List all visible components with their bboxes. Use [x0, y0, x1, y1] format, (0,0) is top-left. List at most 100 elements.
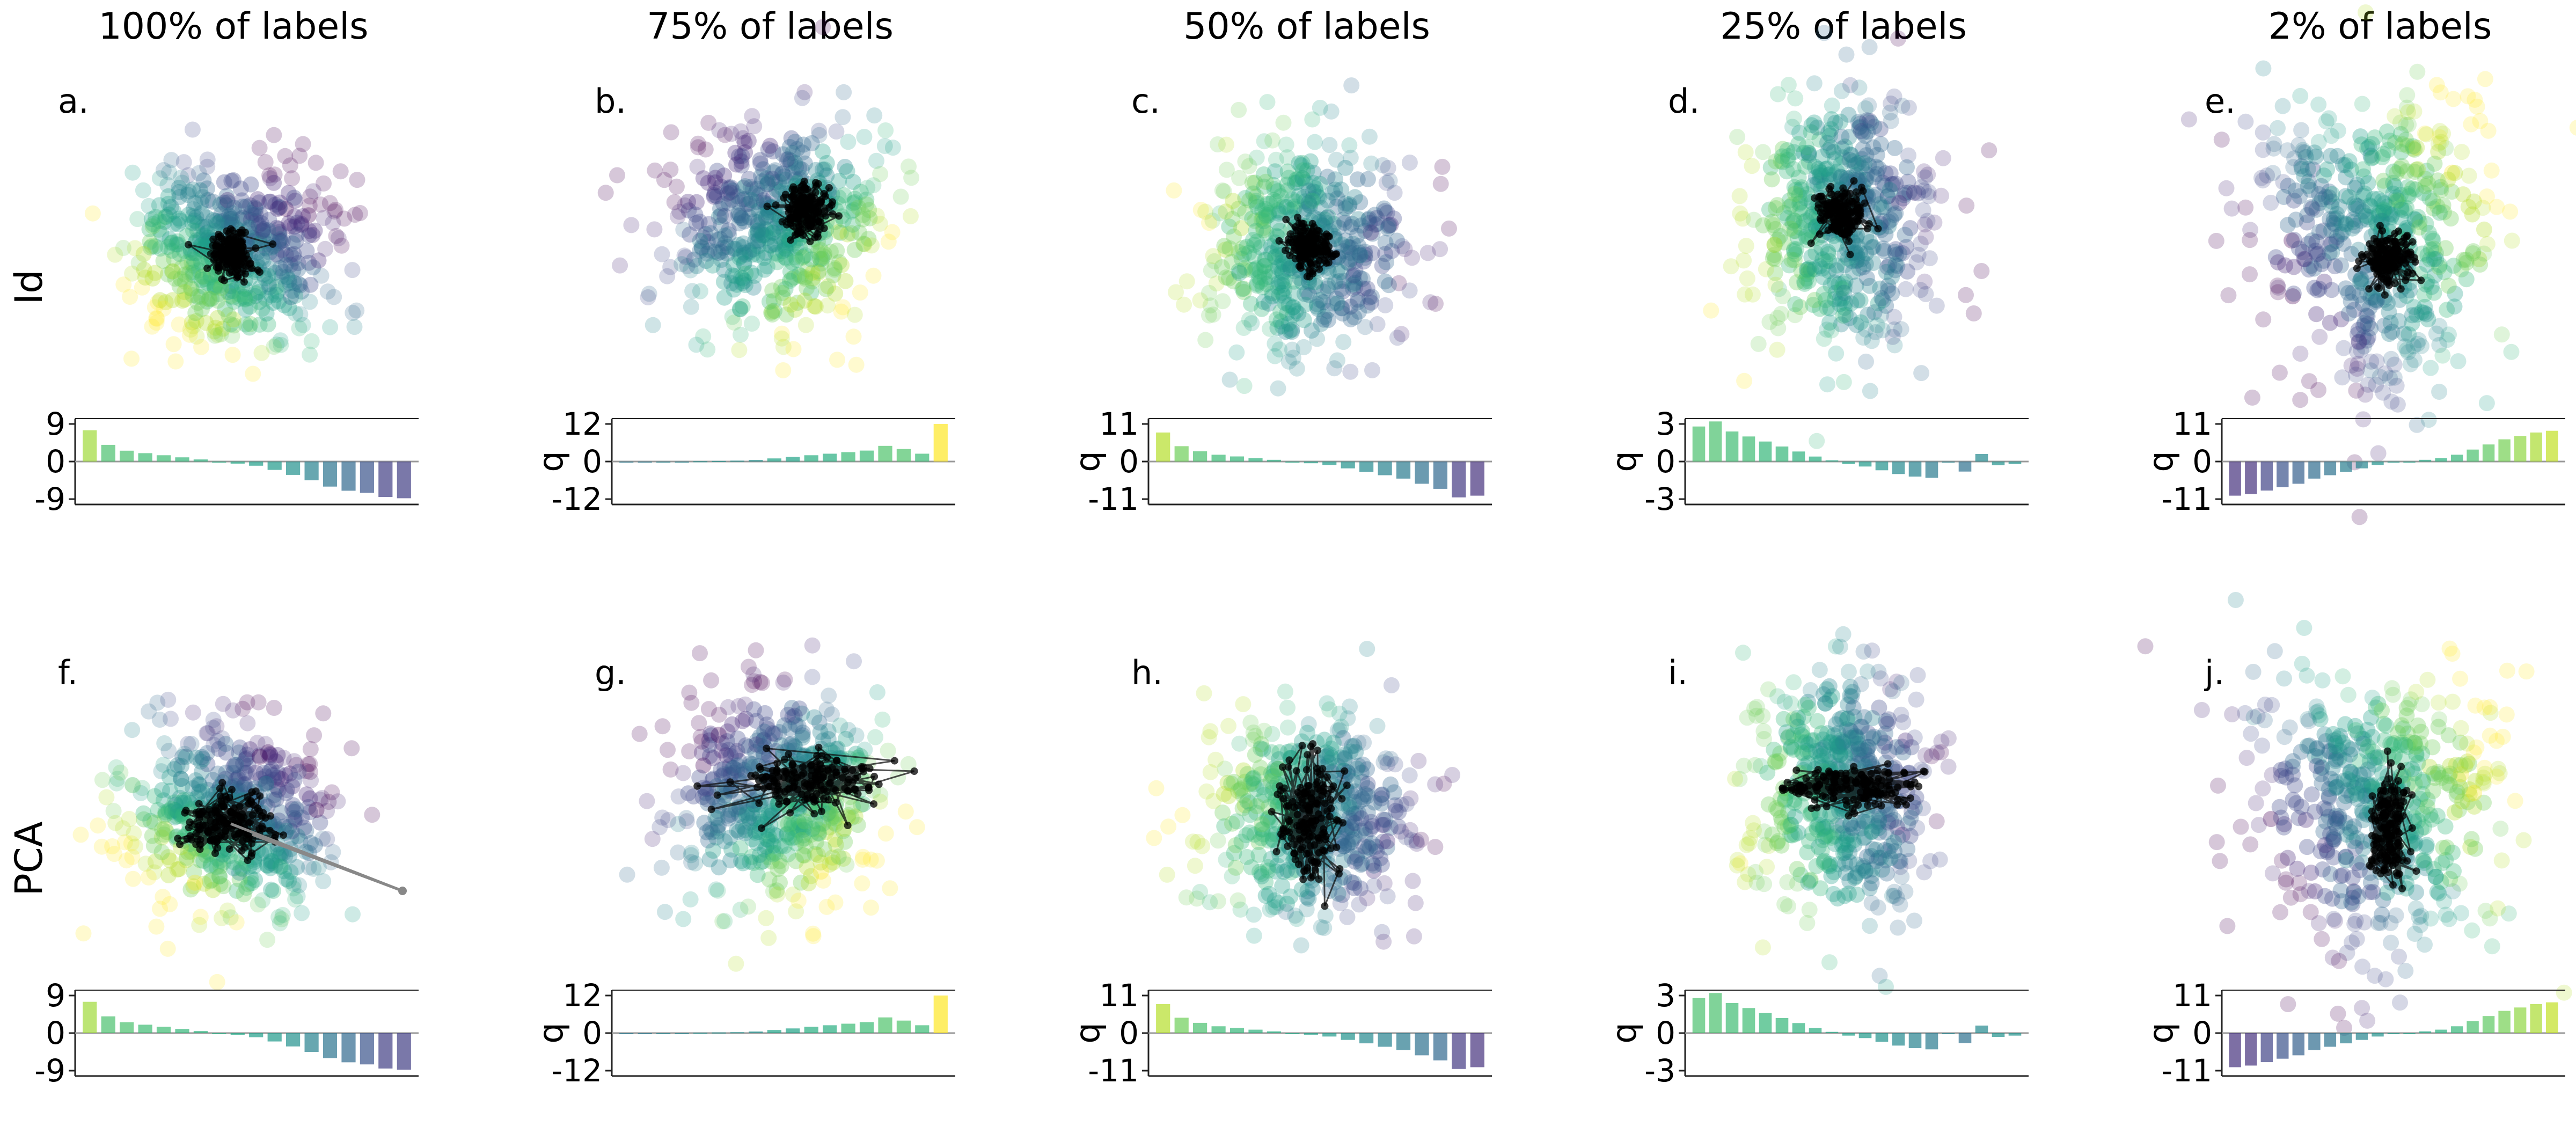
- scatter-point: [1852, 292, 1869, 309]
- y-tick-label: -11: [2161, 481, 2212, 517]
- scatter-point: [184, 280, 200, 297]
- scatter-point: [302, 294, 318, 310]
- scatter-point: [744, 246, 761, 263]
- scatter-point: [281, 300, 297, 317]
- scatter-point: [831, 254, 847, 270]
- scatter-point: [713, 207, 729, 224]
- scatter-point: [1863, 333, 1880, 349]
- scatter-point: [721, 179, 737, 196]
- bar: [138, 453, 152, 462]
- core-point: [865, 786, 873, 794]
- scatter-point: [185, 181, 201, 198]
- scatter-point: [666, 194, 683, 210]
- bar: [1230, 456, 1245, 462]
- scatter-point: [151, 197, 167, 214]
- core-point: [800, 209, 808, 217]
- scatter-point: [1270, 275, 1287, 291]
- scatter-point: [794, 161, 810, 178]
- bar: [397, 1033, 411, 1070]
- panel-f: f.90-9: [34, 653, 419, 1089]
- scatter-point: [760, 174, 777, 191]
- scatter-point: [749, 223, 766, 239]
- core-point: [207, 250, 215, 258]
- scatter-point: [188, 328, 205, 345]
- y-tick-label: 0: [1119, 443, 1139, 480]
- scatter-point: [288, 801, 305, 817]
- core-point: [248, 849, 256, 857]
- scatter-point: [1346, 189, 1363, 206]
- scatter-point: [788, 159, 804, 175]
- scatter-point: [124, 849, 141, 865]
- scatter-point: [679, 258, 696, 274]
- scatter-point: [319, 283, 336, 300]
- scatter-point: [1401, 282, 1418, 299]
- scatter-point: [737, 144, 753, 160]
- scatter-point: [1269, 183, 1286, 200]
- scatter-point: [863, 237, 880, 254]
- scatter-point: [352, 205, 368, 221]
- scatter-point: [123, 350, 140, 367]
- scatter-point: [755, 161, 772, 178]
- core-point: [227, 813, 235, 821]
- scatter-point: [162, 231, 178, 247]
- scatter-point: [2279, 217, 2296, 233]
- scatter-point: [1166, 182, 1182, 199]
- bar: [1875, 462, 1889, 471]
- scatter-point: [1432, 175, 1449, 192]
- scatter-point: [1886, 140, 1903, 156]
- panel-letter-e: e.: [2205, 82, 2236, 121]
- scatter-point: [811, 122, 827, 139]
- core-point: [194, 823, 202, 831]
- scatter-point: [260, 222, 276, 239]
- scatter-point: [1335, 334, 1352, 350]
- bar: [1267, 459, 1281, 462]
- scatter-point: [884, 140, 901, 156]
- scatter-point: [2399, 87, 2416, 104]
- scatter-point: [202, 269, 219, 286]
- scatter-point: [692, 283, 708, 299]
- core-point: [794, 213, 802, 221]
- panel-g: g.120-12q: [531, 637, 955, 1089]
- scatter-point: [1300, 195, 1317, 211]
- core-point: [787, 771, 795, 779]
- scatter-point: [782, 155, 799, 172]
- scatter-point: [609, 167, 625, 184]
- scatter-point: [631, 726, 648, 742]
- scatter-point: [185, 704, 201, 721]
- panel-e: e.110-11q: [2141, 4, 2576, 525]
- scatter-point: [2263, 194, 2279, 211]
- scatter-point: [328, 228, 345, 244]
- scatter-point: [789, 141, 806, 157]
- core-point: [810, 810, 818, 818]
- core-point: [852, 774, 859, 782]
- core-point: [787, 216, 795, 224]
- scatter-point: [1887, 205, 1904, 222]
- scatter-point: [2349, 361, 2366, 377]
- scatter-point: [753, 168, 770, 185]
- scatter-point: [209, 733, 225, 749]
- core-point: [778, 218, 786, 226]
- scatter-point: [107, 246, 123, 263]
- scatter-point: [151, 221, 167, 238]
- scatter-point: [295, 317, 311, 333]
- scatter-point: [738, 196, 755, 213]
- bar: [1742, 436, 1755, 462]
- scatter-point: [2285, 286, 2302, 302]
- core-point: [2391, 280, 2399, 288]
- scatter-point: [2454, 144, 2470, 160]
- scatter-point: [144, 218, 161, 235]
- scatter-point: [840, 134, 857, 150]
- scatter-point: [755, 227, 771, 244]
- scatter-point: [254, 250, 270, 267]
- bar: [1156, 432, 1170, 462]
- scatter-point: [108, 759, 125, 775]
- panel-letter-g: g.: [595, 653, 626, 692]
- scatter-point: [185, 287, 201, 303]
- bar: [2355, 462, 2368, 469]
- scatter-point: [707, 170, 723, 186]
- scatter-point: [209, 974, 225, 990]
- scatter-point: [273, 268, 290, 285]
- bar: [1415, 462, 1429, 484]
- scatter-point: [188, 313, 204, 330]
- scatter-point: [711, 209, 727, 225]
